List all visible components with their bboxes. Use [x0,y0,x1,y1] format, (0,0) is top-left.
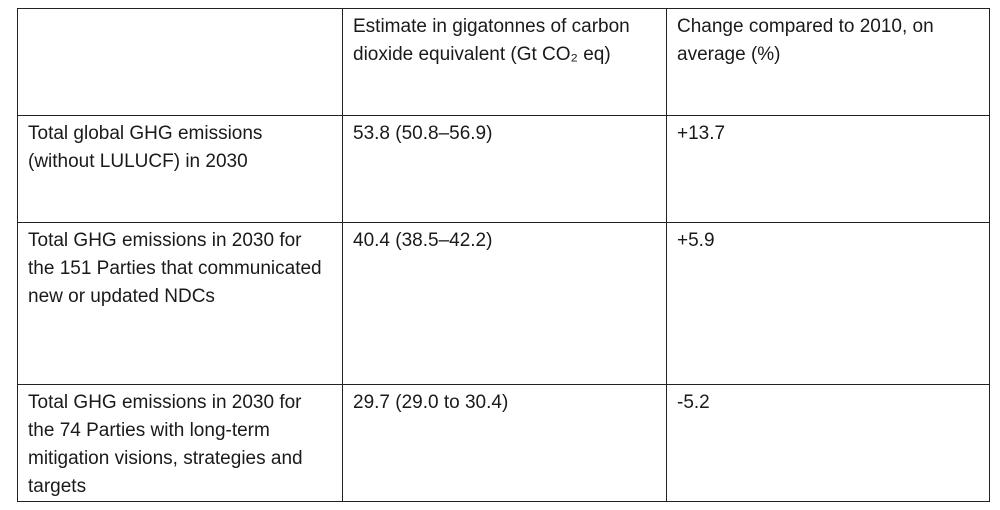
row-label: Total global GHG emissions (without LULU… [17,115,343,223]
table-row: Total global GHG emissions (without LULU… [17,115,990,223]
row-estimate: 53.8 (50.8–56.9) [342,115,667,223]
table-row: Total GHG emissions in 2030 for the 74 P… [17,384,990,502]
row-change: -5.2 [666,384,990,502]
row-label: Total GHG emissions in 2030 for the 74 P… [17,384,343,502]
header-row: Estimate in gigatonnes of carbon dioxide… [17,8,990,116]
row-change: +5.9 [666,222,990,385]
row-estimate: 29.7 (29.0 to 30.4) [342,384,667,502]
header-cell-empty [17,8,343,116]
row-change: +13.7 [666,115,990,223]
row-label: Total GHG emissions in 2030 for the 151 … [17,222,343,385]
row-estimate: 40.4 (38.5–42.2) [342,222,667,385]
header-cell-estimate: Estimate in gigatonnes of carbon dioxide… [342,8,667,116]
table-row: Total GHG emissions in 2030 for the 151 … [17,222,990,385]
emissions-table: Estimate in gigatonnes of carbon dioxide… [17,8,990,502]
header-cell-change: Change compared to 2010, on average (%) [666,8,990,116]
